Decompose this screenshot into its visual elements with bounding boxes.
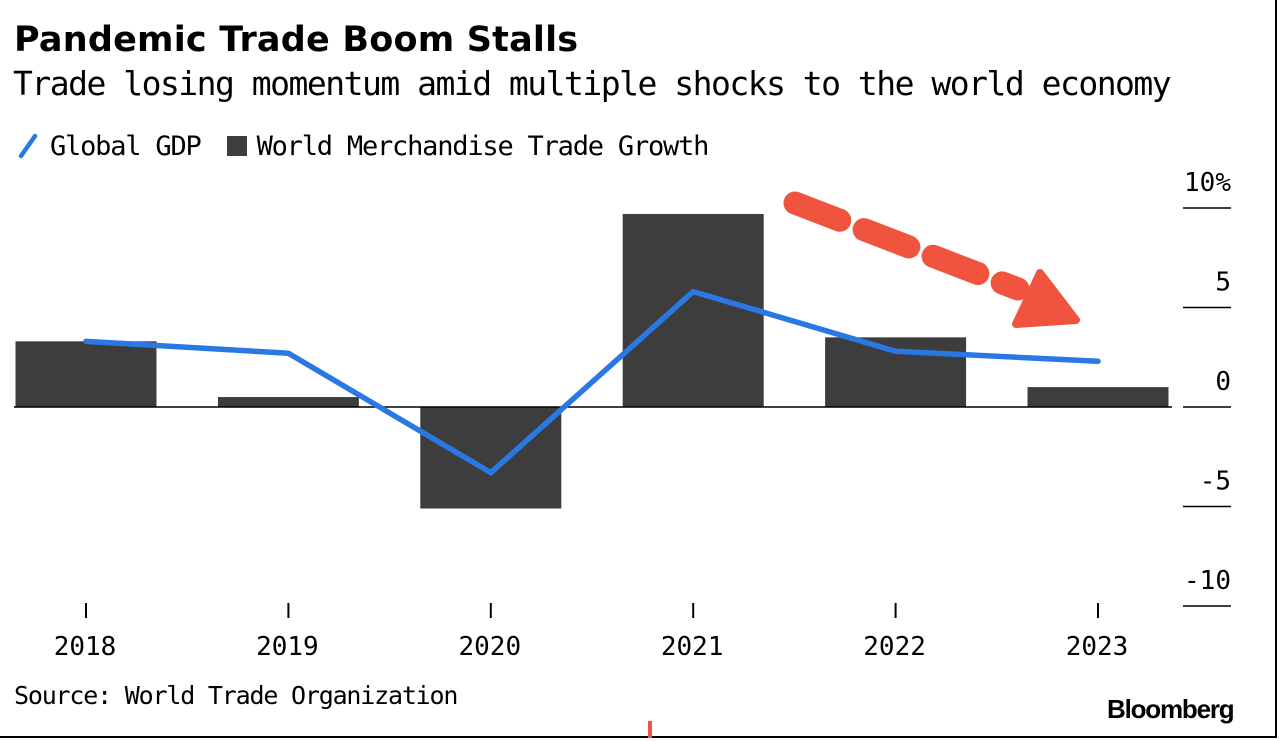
bar-2023 <box>1027 387 1169 407</box>
y-tick-label: 0 <box>1215 367 1231 397</box>
x-tick-label: 2019 <box>256 632 319 662</box>
x-tick-label: 2020 <box>458 632 521 662</box>
arrow-head <box>1012 269 1080 328</box>
legend-label-global-gdp: Global GDP <box>50 130 202 162</box>
line-swatch-icon <box>18 133 38 159</box>
y-tick-label: -5 <box>1200 467 1231 497</box>
bottom-marker <box>648 721 652 738</box>
chart-subtitle: Trade losing momentum amid multiple shoc… <box>13 64 1172 103</box>
x-tick-label: 2018 <box>54 632 117 662</box>
bar-2019 <box>217 397 359 407</box>
legend-item-global-gdp: Global GDP <box>18 130 202 162</box>
bar-swatch-icon <box>226 136 247 156</box>
gdp-line-path <box>83 288 1101 476</box>
y-tick-label: 10% <box>1184 168 1231 198</box>
x-tick-label: 2022 <box>863 632 926 662</box>
bloomberg-logo: Bloomberg <box>1107 694 1235 724</box>
arrow-shaft <box>783 191 1030 301</box>
y-axis-ticks: 10% 5 0 -5 -10 <box>1183 168 1231 607</box>
bar-2021 <box>622 213 764 407</box>
y-tick-label: -10 <box>1184 566 1231 596</box>
x-tick-label: 2023 <box>1066 632 1129 662</box>
legend-label-trade-growth: World Merchandise Trade Growth <box>256 130 710 162</box>
bar-2022 <box>825 337 967 407</box>
chart-title: Pandemic Trade Boom Stalls <box>14 20 579 60</box>
line-global-gdp <box>83 288 1101 476</box>
downward-trend-arrow <box>783 191 1080 328</box>
bars-trade-growth <box>15 213 1169 509</box>
source-note: Source: World Trade Organization <box>14 681 458 710</box>
bar-2018 <box>15 341 157 407</box>
bar-2020 <box>420 407 562 509</box>
x-axis: 2018 2019 2020 2021 2022 2023 <box>54 603 1129 662</box>
legend-item-trade-growth: World Merchandise Trade Growth <box>201 131 709 162</box>
x-tick-label: 2021 <box>661 632 724 662</box>
chart-legend: Global GDP World Merchandise Trade Growt… <box>18 128 709 164</box>
y-tick-label: 5 <box>1215 268 1231 298</box>
